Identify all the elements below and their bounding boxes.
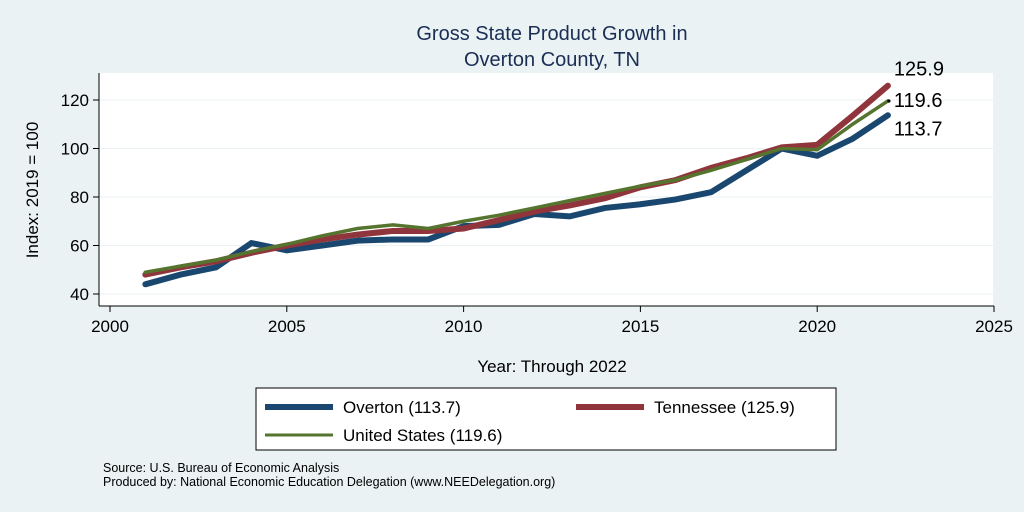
chart-title-line-2: Overton County, TN bbox=[464, 49, 640, 71]
end-labels: 113.7 125.9 119.6 bbox=[887, 59, 944, 140]
x-axis-title: Year: Through 2022 bbox=[477, 357, 626, 376]
source-note: Source: U.S. Bureau of Economic Analysis bbox=[103, 461, 339, 475]
legend-box bbox=[255, 387, 837, 451]
y-axis: 40 60 80 100 120 bbox=[61, 73, 100, 306]
y-tick-label-60: 60 bbox=[70, 237, 89, 256]
producer-note: Produced by: National Economic Education… bbox=[103, 475, 555, 489]
x-tick-label-2025: 2025 bbox=[975, 317, 1013, 336]
legend-label-overton: Overton (113.7) bbox=[343, 398, 461, 417]
x-tick-label-2020: 2020 bbox=[798, 317, 836, 336]
plot-area bbox=[99, 73, 993, 306]
x-axis: 2000 2005 2010 2015 2020 2025 bbox=[91, 305, 1013, 336]
end-label-tennessee: 125.9 bbox=[894, 59, 944, 81]
legend-label-tennessee: Tennessee (125.9) bbox=[654, 398, 795, 417]
x-tick-label-2015: 2015 bbox=[621, 317, 659, 336]
chart-title-line-1: Gross State Product Growth in bbox=[416, 23, 687, 45]
y-tick-label-100: 100 bbox=[61, 140, 89, 159]
legend-label-united-states: United States (119.6) bbox=[343, 426, 502, 445]
series-line-united-states bbox=[143, 99, 890, 274]
series-lines bbox=[142, 82, 891, 288]
y-tick-label-80: 80 bbox=[70, 188, 89, 207]
x-tick-label-2005: 2005 bbox=[268, 317, 306, 336]
x-tick-label-2000: 2000 bbox=[91, 317, 129, 336]
end-marker-united-states bbox=[887, 99, 891, 103]
end-label-united-states: 119.6 bbox=[894, 90, 943, 112]
end-label-overton: 113.7 bbox=[894, 118, 943, 140]
y-tick-label-40: 40 bbox=[70, 285, 89, 304]
x-tick-label-2010: 2010 bbox=[445, 317, 483, 336]
y-tick-label-120: 120 bbox=[61, 91, 89, 110]
legend: Overton (113.7) Tennessee (125.9) United… bbox=[255, 387, 837, 451]
y-axis-title: Index: 2019 = 100 bbox=[23, 122, 42, 259]
